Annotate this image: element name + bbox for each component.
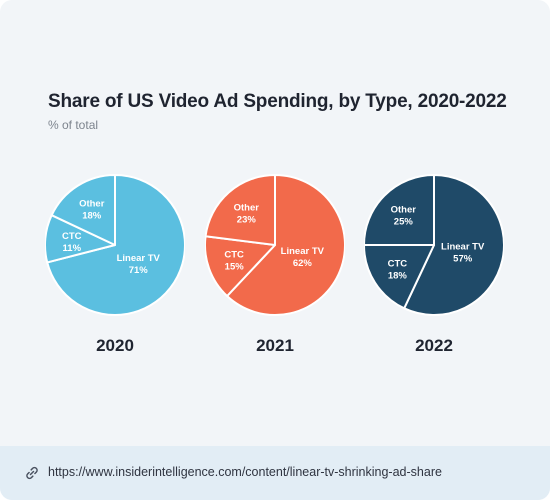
pie-chart-2021: Linear TV 62% CTC 15% Other 23% 2021 [205, 170, 355, 360]
chart-title: Share of US Video Ad Spending, by Type, … [48, 91, 507, 112]
slice-label: CTC [224, 250, 244, 261]
pie-slice-other [205, 174, 276, 246]
chart-subtitle: % of total [48, 118, 99, 132]
slice-label: CTC [62, 231, 82, 242]
slice-value: 62% [293, 258, 313, 269]
slice-label: Linear TV [441, 241, 485, 252]
link-icon [26, 466, 38, 480]
pie-slice-ctc [364, 244, 435, 310]
slice-value: 23% [237, 214, 257, 225]
slice-value: 15% [225, 262, 245, 273]
pie-charts: Linear TV 71% CTC 11% Other 18% 2020 Linear T… [0, 170, 550, 370]
slice-label: Other [79, 198, 105, 209]
pie-slice-other [50, 174, 116, 246]
slice-label: Linear TV [281, 246, 325, 257]
pie-slice-other [364, 174, 435, 246]
source-url[interactable]: https://www.insiderintelligence.com/cont… [48, 465, 442, 479]
pie-slice-linear-tv [46, 174, 185, 316]
slice-value: 18% [388, 270, 408, 281]
slice-value: 25% [394, 216, 414, 227]
slice-value: 11% [63, 243, 82, 254]
year-label: 2020 [96, 336, 134, 355]
pie-slice-ctc [205, 235, 276, 298]
pie-slice-linear-tv [226, 174, 345, 316]
pie-chart-2020: Linear TV 71% CTC 11% Other 18% 2020 [45, 170, 195, 360]
source-footer: https://www.insiderintelligence.com/cont… [0, 446, 550, 500]
slice-label: Linear TV [117, 253, 161, 264]
year-label: 2021 [256, 336, 294, 355]
pie-chart-2022: Linear TV 57% CTC 18% Other 25% 2022 [364, 170, 514, 360]
year-label: 2022 [415, 336, 453, 355]
slice-value: 57% [453, 253, 473, 264]
slice-value: 71% [129, 265, 149, 276]
slice-label: CTC [388, 258, 408, 269]
slice-label: Other [234, 202, 260, 213]
pie-slice-linear-tv [403, 174, 504, 316]
slice-label: Other [391, 204, 417, 215]
slice-value: 18% [82, 210, 102, 221]
